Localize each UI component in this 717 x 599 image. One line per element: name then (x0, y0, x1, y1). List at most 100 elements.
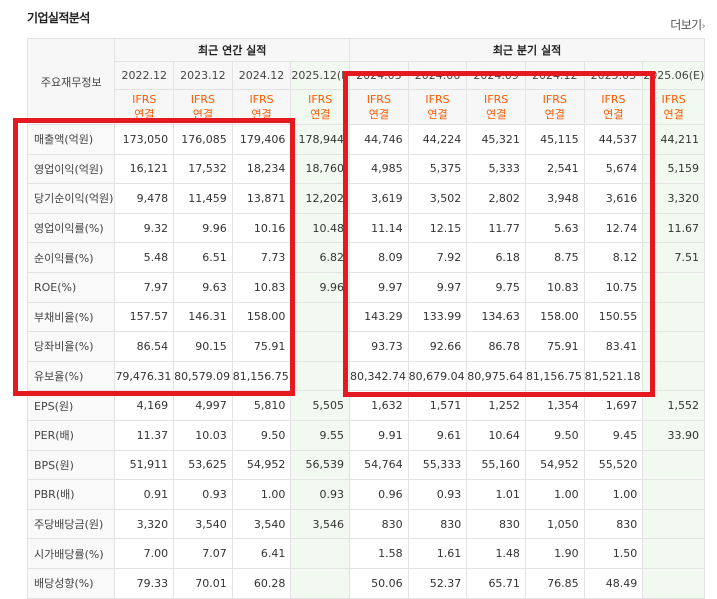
table-cell: 9.97 (407, 271, 468, 303)
row-label: 당기순이익(억원) (26, 183, 116, 214)
table-row: 당기순이익(억원) 9,478 11,459 13,871 12,202 3,619 3,5… (26, 183, 705, 214)
ifrs-label: IFRS 연결 (407, 89, 468, 125)
table-cell: 17,532 (173, 153, 233, 185)
table-cell: 5,159 (642, 153, 705, 185)
table-cell: 9.91 (349, 419, 409, 451)
period-header: 2024.12 (524, 61, 585, 90)
ifrs-label-top: IFRS (366, 93, 391, 106)
table-row: 순이익률(%) 5.48 6.51 7.73 6.82 8.09 7.92 6.18 8.75 8… (26, 242, 705, 273)
table-cell: 0.93 (407, 479, 468, 510)
table-cell: 50.06 (349, 567, 409, 599)
ifrs-label-top: IFRS (190, 93, 215, 106)
table-cell: 143.29 (349, 301, 409, 333)
table-cell: 9,478 (114, 183, 175, 214)
row-label: 배당성향(%) (26, 567, 116, 599)
table-cell: 86.78 (466, 331, 526, 362)
ifrs-label-bottom: 연결 (427, 108, 448, 121)
ifrs-label: IFRS 연결 (173, 89, 233, 125)
table-cell: 3,948 (524, 183, 585, 214)
table-cell: 3,619 (349, 183, 409, 214)
table-cell: 1.01 (466, 479, 526, 510)
ifrs-label-bottom: 연결 (603, 108, 624, 121)
table-cell: 179,406 (231, 124, 292, 155)
ifrs-label-top: IFRS (601, 93, 626, 106)
table-cell: 80,342.74 (349, 360, 409, 392)
table-cell: 830 (407, 508, 468, 540)
table-cell (290, 538, 351, 569)
table-cell: 2,541 (524, 153, 585, 185)
table-cell: 157.57 (114, 301, 175, 333)
table-cell: 54,764 (349, 449, 409, 481)
table-cell: 1,552 (642, 390, 705, 421)
ifrs-label-bottom: 연결 (485, 108, 507, 121)
table-cell: 9.55 (290, 419, 351, 451)
table-cell: 79,476.31 (114, 360, 175, 392)
table-cell: 5.63 (524, 212, 585, 244)
table-cell: 6.18 (466, 242, 526, 273)
table-cell: 1.61 (407, 538, 468, 569)
table-cell: 133.99 (407, 301, 468, 333)
table-row: 시가배당률(%) 7.00 7.07 6.41 1.58 1.61 1.48 1.90 1.50 (26, 538, 705, 569)
table-cell: 7.00 (114, 538, 175, 569)
table-cell (642, 271, 705, 303)
table-cell: 44,537 (583, 124, 644, 155)
table-cell: 12.15 (407, 212, 468, 244)
table-cell: 176,085 (173, 124, 233, 155)
table-cell: 48.49 (583, 567, 644, 599)
table-cell: 158.00 (231, 301, 292, 333)
table-cell: 4,169 (114, 390, 175, 421)
table-cell: 81,521.18 (583, 360, 644, 392)
table-cell: 44,224 (407, 124, 468, 155)
table-cell: 1.58 (349, 538, 409, 569)
period-header: 2025.06(E) (642, 61, 705, 90)
table-cell: 3,546 (290, 508, 351, 540)
table-cell: 54,952 (524, 449, 585, 481)
table-cell: 3,540 (231, 508, 292, 540)
table-cell: 3,502 (407, 183, 468, 214)
table-cell: 1,050 (524, 508, 585, 540)
row-label: 매출액(억원) (26, 124, 116, 155)
row-label: BPS(원) (26, 449, 116, 481)
table-cell: 9.96 (290, 271, 351, 303)
row-label: PER(배) (26, 419, 116, 451)
more-link[interactable]: 더보기› (670, 16, 705, 33)
table-row: ROE(%) 7.97 9.63 10.83 9.96 9.97 9.97 9.75 10.83… (26, 271, 705, 303)
table-cell: 60.28 (231, 567, 292, 599)
table-cell: 134.63 (466, 301, 526, 333)
table-cell: 5,333 (466, 153, 526, 185)
table-cell: 83.41 (583, 331, 644, 362)
table-cell: 16,121 (114, 153, 175, 185)
table-cell: 18,234 (231, 153, 292, 185)
table-cell: 178,944 (290, 124, 351, 155)
table-cell (642, 479, 705, 510)
table-row: EPS(원) 4,169 4,997 5,810 5,505 1,632 1,571 1,25… (26, 390, 705, 421)
table-cell (290, 567, 351, 599)
table-cell: 1.00 (524, 479, 585, 510)
table-cell: 4,997 (173, 390, 233, 421)
table-cell: 830 (583, 508, 644, 540)
table-cell: 10.83 (231, 271, 292, 303)
row-label: 주당배당금(원) (26, 508, 116, 540)
row-label: 영업이익(억원) (26, 153, 116, 185)
table-cell: 5.48 (114, 242, 175, 273)
table-cell: 9.75 (466, 271, 526, 303)
table-cell: 6.41 (231, 538, 292, 569)
table-cell: 54,952 (231, 449, 292, 481)
table-cell: 53,625 (173, 449, 233, 481)
table-cell: 51,911 (114, 449, 175, 481)
table-cell: 1,571 (407, 390, 468, 421)
table-cell: 76.85 (524, 567, 585, 599)
table-cell: 1.50 (583, 538, 644, 569)
table-cell: 4,985 (349, 153, 409, 185)
table-cell: 92.66 (407, 331, 468, 362)
financial-table: 주요재무정보 최근 연간 실적 최근 분기 실적 2022.12 2023.12 2… (26, 38, 705, 599)
table-cell: 1.00 (231, 479, 292, 510)
table-cell: 56,539 (290, 449, 351, 481)
table-cell: 55,333 (407, 449, 468, 481)
row-label: 당좌비율(%) (26, 331, 116, 362)
table-cell: 5,810 (231, 390, 292, 421)
table-cell: 2,802 (466, 183, 526, 214)
table-cell: 93.73 (349, 331, 409, 362)
table-cell: 7.73 (231, 242, 292, 273)
table-cell: 6.51 (173, 242, 233, 273)
